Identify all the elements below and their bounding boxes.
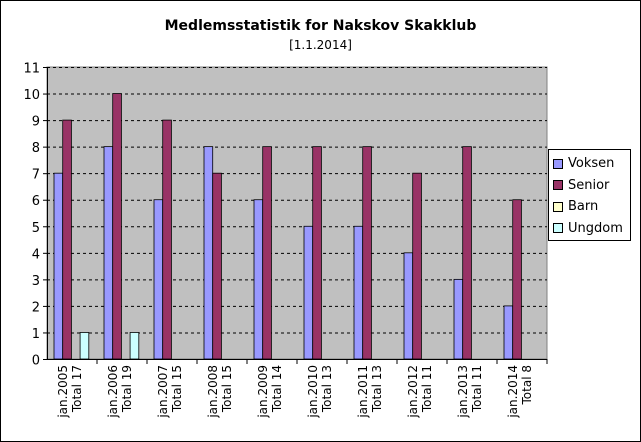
x-tick-label-date: jan.2008 <box>206 365 220 419</box>
x-tick-label-date: jan.2006 <box>106 365 120 419</box>
bar-voksen <box>453 278 464 360</box>
x-tick-label-total: Total 13 <box>370 365 384 413</box>
legend-item-voksen: Voksen <box>553 153 630 175</box>
legend-item-senior: Senior <box>553 175 630 197</box>
x-tick-label-total: Total 11 <box>470 365 484 413</box>
x-tick-label-total: Total 14 <box>270 365 284 413</box>
y-tick-label: 2 <box>32 300 40 315</box>
legend-swatch <box>553 223 563 234</box>
bar-voksen <box>203 146 214 360</box>
chart-subtitle: [1.1.2014] <box>289 38 352 52</box>
x-tick-label-total: Total 15 <box>220 365 234 413</box>
bar-voksen <box>253 199 264 360</box>
bar-senior <box>362 146 372 360</box>
bar-senior <box>512 199 522 360</box>
x-tick-label-total: Total 11 <box>420 365 434 413</box>
bar-senior <box>212 172 222 360</box>
y-tick-label: 3 <box>32 274 40 289</box>
x-tick-label-total: Total 19 <box>120 365 134 413</box>
y-tick-label: 0 <box>32 354 40 369</box>
legend-swatch <box>553 158 563 169</box>
bar-voksen <box>503 305 514 360</box>
x-tick-label-date: jan.2011 <box>356 365 370 419</box>
y-tick-label: 9 <box>32 115 40 130</box>
plot-area <box>46 66 548 360</box>
bar-ungdom <box>79 332 90 360</box>
x-tick-label-date: jan.2007 <box>156 365 170 419</box>
y-tick-label: 5 <box>32 221 40 236</box>
y-tick-label: 1 <box>32 327 40 342</box>
x-tick-label-date: jan.2012 <box>406 365 420 419</box>
y-tick-label: 8 <box>32 141 40 156</box>
y-tick-label: 6 <box>32 194 40 209</box>
legend-item-barn: Barn <box>553 196 630 218</box>
x-tick-label-date: jan.2013 <box>456 365 470 419</box>
x-tick-label-date: jan.2014 <box>506 365 520 419</box>
y-tick-label: 11 <box>23 62 40 77</box>
bar-senior <box>162 119 172 360</box>
legend-label: Ungdom <box>568 220 623 236</box>
x-tick-label-total: Total 13 <box>320 365 334 413</box>
x-tick-label-date: jan.2009 <box>256 365 270 419</box>
bar-senior <box>312 146 322 360</box>
y-tick-label: 4 <box>32 247 40 262</box>
legend-label: Voksen <box>568 156 615 172</box>
bar-senior <box>112 93 122 360</box>
x-tick-label-date: jan.2010 <box>306 365 320 419</box>
legend: Voksen Senior Barn Ungdom <box>548 149 631 241</box>
legend-label: Barn <box>568 199 599 215</box>
legend-item-ungdom: Ungdom <box>553 218 630 240</box>
bar-senior <box>62 119 72 360</box>
bar-senior <box>412 172 422 360</box>
x-tick-label-total: Total 15 <box>170 365 184 413</box>
bar-ungdom <box>129 332 140 360</box>
bar-senior <box>462 146 472 360</box>
bar-voksen <box>53 172 64 360</box>
y-tick-label: 10 <box>23 88 40 103</box>
bar-senior <box>262 146 272 360</box>
bar-voksen <box>353 225 364 360</box>
x-tick-label-total: Total 17 <box>70 365 84 413</box>
y-tick-label: 7 <box>32 168 40 183</box>
x-tick-label-total: Total 8 <box>520 365 534 405</box>
legend-label: Senior <box>568 177 610 193</box>
legend-swatch <box>553 201 563 212</box>
bar-voksen <box>303 225 314 360</box>
x-tick-label-date: jan.2005 <box>56 365 70 419</box>
bar-voksen <box>153 199 164 360</box>
chart-title: Medlemsstatistik for Nakskov Skakklub <box>164 18 477 34</box>
legend-swatch <box>553 180 563 191</box>
bar-voksen <box>103 146 114 360</box>
bar-voksen <box>403 252 414 360</box>
